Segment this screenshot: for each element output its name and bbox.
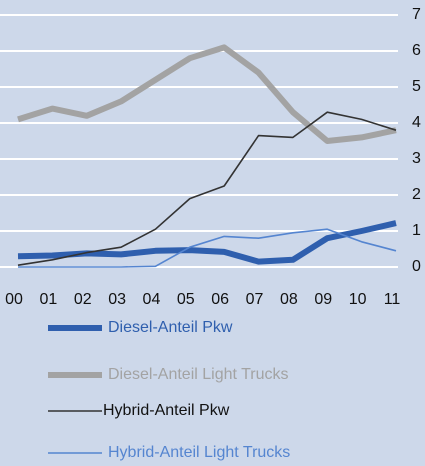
x-tick-label: 02 — [74, 291, 92, 308]
x-tick-label: 03 — [108, 291, 126, 308]
legend-label: Diesel-Anteil Pkw — [108, 319, 233, 336]
y-tick-label: 5 — [412, 78, 421, 95]
legend-label: Diesel-Anteil Light Trucks — [108, 366, 289, 383]
x-tick-label: 11 — [384, 291, 401, 308]
x-tick-label: 09 — [314, 291, 332, 308]
y-tick-label: 3 — [412, 150, 421, 167]
x-tick-label: 04 — [143, 291, 161, 308]
x-tick-label: 10 — [349, 291, 367, 308]
series-line — [18, 228, 397, 268]
y-tick-label: 1 — [412, 222, 421, 239]
x-tick-label: 05 — [177, 291, 195, 308]
series-line — [17, 44, 397, 144]
series-line — [17, 111, 397, 266]
x-tick-label: 08 — [280, 291, 298, 308]
legend-label: Hybrid-Anteil Light Trucks — [108, 444, 290, 461]
y-tick-label: 7 — [412, 6, 421, 23]
x-tick-label: 01 — [39, 291, 57, 308]
y-tick-label: 6 — [412, 42, 421, 59]
x-tick-label: 06 — [211, 291, 229, 308]
x-tick-label: 07 — [246, 291, 264, 308]
legend-label: Hybrid-Anteil Pkw — [103, 402, 230, 419]
y-tick-label: 0 — [412, 258, 421, 275]
y-tick-label: 4 — [412, 114, 421, 131]
y-tick-label: 2 — [412, 186, 421, 203]
x-tick-label: 00 — [5, 291, 23, 308]
